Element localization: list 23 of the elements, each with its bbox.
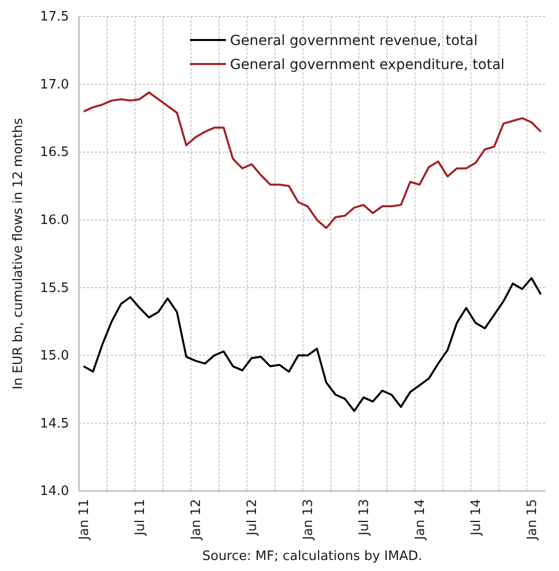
x-tick-label: Jul 12 <box>245 499 260 536</box>
y-tick-label: 15.0 <box>40 348 69 364</box>
line-series <box>82 91 542 229</box>
x-tick-label: Jan 12 <box>189 499 204 541</box>
legend-label: General government expenditure, total <box>230 56 505 73</box>
x-tick-label: Jan 14 <box>413 499 428 541</box>
y-tick-label: 16.0 <box>40 213 69 228</box>
y-tick-label: 14.0 <box>40 484 69 500</box>
legend-label: General government revenue, total <box>230 32 478 49</box>
y-tick-label: 15.5 <box>40 280 69 296</box>
line-series <box>82 277 542 412</box>
x-tick-label: Jul 13 <box>357 499 372 536</box>
x-tick-label: Jul 11 <box>133 499 148 536</box>
y-axis-title: In EUR bn, cumulative flows in 12 months <box>11 118 26 390</box>
x-tick-label: Jan 13 <box>301 499 316 541</box>
x-tick-label: Jan 15 <box>525 499 540 541</box>
y-tick-label: 17.5 <box>40 10 69 25</box>
y-tick-label: 14.5 <box>40 416 69 432</box>
x-tick-label: Jul 14 <box>469 499 484 536</box>
x-tick-label: Jan 11 <box>77 499 92 541</box>
y-tick-label: 16.5 <box>40 145 69 160</box>
y-tick-label: 17.0 <box>40 77 69 92</box>
source-note: Source: MF; calculations by IMAD. <box>202 549 422 564</box>
